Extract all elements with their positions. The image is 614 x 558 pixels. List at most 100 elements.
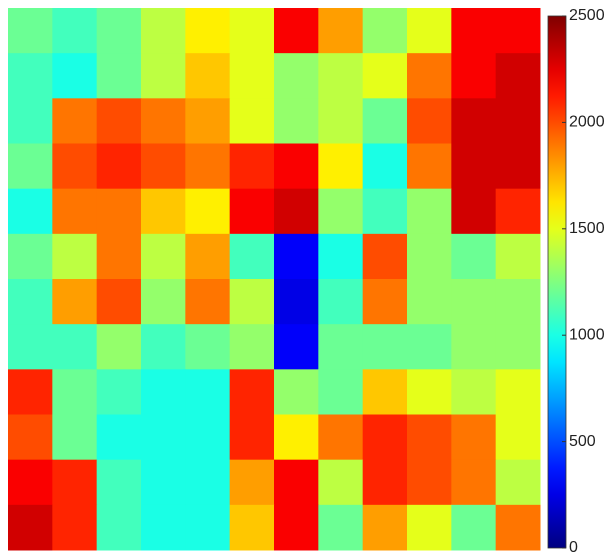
heat-cell	[52, 324, 97, 370]
heat-cell	[318, 415, 363, 461]
heat-cell	[141, 53, 186, 99]
heat-cell	[451, 53, 496, 99]
page: {"chart_data": {"type": "heatmap", "clim…	[0, 0, 614, 558]
heat-cell	[230, 279, 275, 325]
heat-cell	[52, 369, 97, 415]
heat-cell	[407, 460, 452, 506]
heat-cell	[496, 8, 541, 54]
heat-cell	[318, 189, 363, 235]
colorbar-tick-label: 2500	[569, 7, 605, 24]
heat-cell	[318, 324, 363, 370]
heat-cell	[8, 144, 53, 190]
heat-cell	[451, 234, 496, 280]
heat-cell	[274, 460, 319, 506]
heat-cell	[318, 144, 363, 190]
heat-cell	[274, 505, 319, 551]
heat-cell	[52, 98, 97, 144]
heat-cell	[141, 369, 186, 415]
heat-cell	[274, 324, 319, 370]
heat-cell	[274, 189, 319, 235]
heat-cell	[363, 234, 408, 280]
heat-cell	[363, 415, 408, 461]
heat-cell	[52, 415, 97, 461]
heat-cell	[52, 189, 97, 235]
heat-cell	[185, 505, 230, 551]
heat-cell	[363, 505, 408, 551]
heat-cell	[97, 279, 142, 325]
heat-cell	[496, 53, 541, 99]
heat-cell	[363, 8, 408, 54]
heat-cell	[318, 369, 363, 415]
heat-cell	[185, 189, 230, 235]
heat-cell	[363, 144, 408, 190]
heat-cell	[141, 8, 186, 54]
heat-cell	[185, 144, 230, 190]
heat-cell	[451, 505, 496, 551]
heat-cell	[451, 144, 496, 190]
heat-cell	[318, 53, 363, 99]
heat-cell	[496, 369, 541, 415]
heat-cell	[185, 324, 230, 370]
heat-cell	[407, 279, 452, 325]
heat-cell	[451, 189, 496, 235]
heat-cell	[363, 369, 408, 415]
heat-cell	[407, 324, 452, 370]
heat-cell	[363, 460, 408, 506]
heat-cell	[363, 279, 408, 325]
heat-cell	[97, 144, 142, 190]
heat-cell	[185, 369, 230, 415]
heat-cell	[141, 98, 186, 144]
heat-cell	[141, 189, 186, 235]
heat-cell	[451, 369, 496, 415]
heat-cell	[8, 53, 53, 99]
colorbar	[548, 16, 566, 548]
heat-cell	[496, 415, 541, 461]
heat-cell	[8, 189, 53, 235]
heat-cell	[97, 369, 142, 415]
heat-cell	[230, 8, 275, 54]
heat-cell	[496, 505, 541, 551]
heat-cell	[97, 189, 142, 235]
heat-cell	[230, 369, 275, 415]
heat-cell	[230, 324, 275, 370]
heat-cell	[230, 98, 275, 144]
heat-cell	[318, 279, 363, 325]
heat-cell	[496, 189, 541, 235]
heat-cell	[407, 189, 452, 235]
heat-cell	[274, 144, 319, 190]
heat-cell	[363, 53, 408, 99]
heat-cell	[8, 460, 53, 506]
heat-cell	[318, 98, 363, 144]
heat-cell	[451, 460, 496, 506]
heat-cell	[496, 144, 541, 190]
heat-cell	[8, 369, 53, 415]
heat-cell	[52, 460, 97, 506]
heat-cell	[451, 279, 496, 325]
heat-cell	[230, 234, 275, 280]
heat-cell	[97, 53, 142, 99]
colorbar-tick-label: 1000	[569, 326, 605, 343]
heat-cell	[407, 505, 452, 551]
heat-cell	[274, 415, 319, 461]
heat-cell	[274, 98, 319, 144]
heat-cell	[407, 415, 452, 461]
heat-cell	[496, 324, 541, 370]
heat-cell	[141, 505, 186, 551]
heat-cell	[407, 369, 452, 415]
heat-cell	[52, 53, 97, 99]
heat-cell	[185, 460, 230, 506]
heat-cell	[185, 53, 230, 99]
heat-cell	[141, 144, 186, 190]
heat-cell	[318, 8, 363, 54]
colorbar-tick-label: 1500	[569, 220, 605, 237]
heat-cell	[8, 324, 53, 370]
heat-cell	[185, 8, 230, 54]
heat-cell	[274, 53, 319, 99]
heat-cell	[274, 8, 319, 54]
heat-cell	[496, 234, 541, 280]
heat-cell	[141, 415, 186, 461]
heat-cell	[8, 8, 53, 54]
heat-cell	[451, 8, 496, 54]
heat-cell	[363, 189, 408, 235]
heat-cell	[97, 324, 142, 370]
